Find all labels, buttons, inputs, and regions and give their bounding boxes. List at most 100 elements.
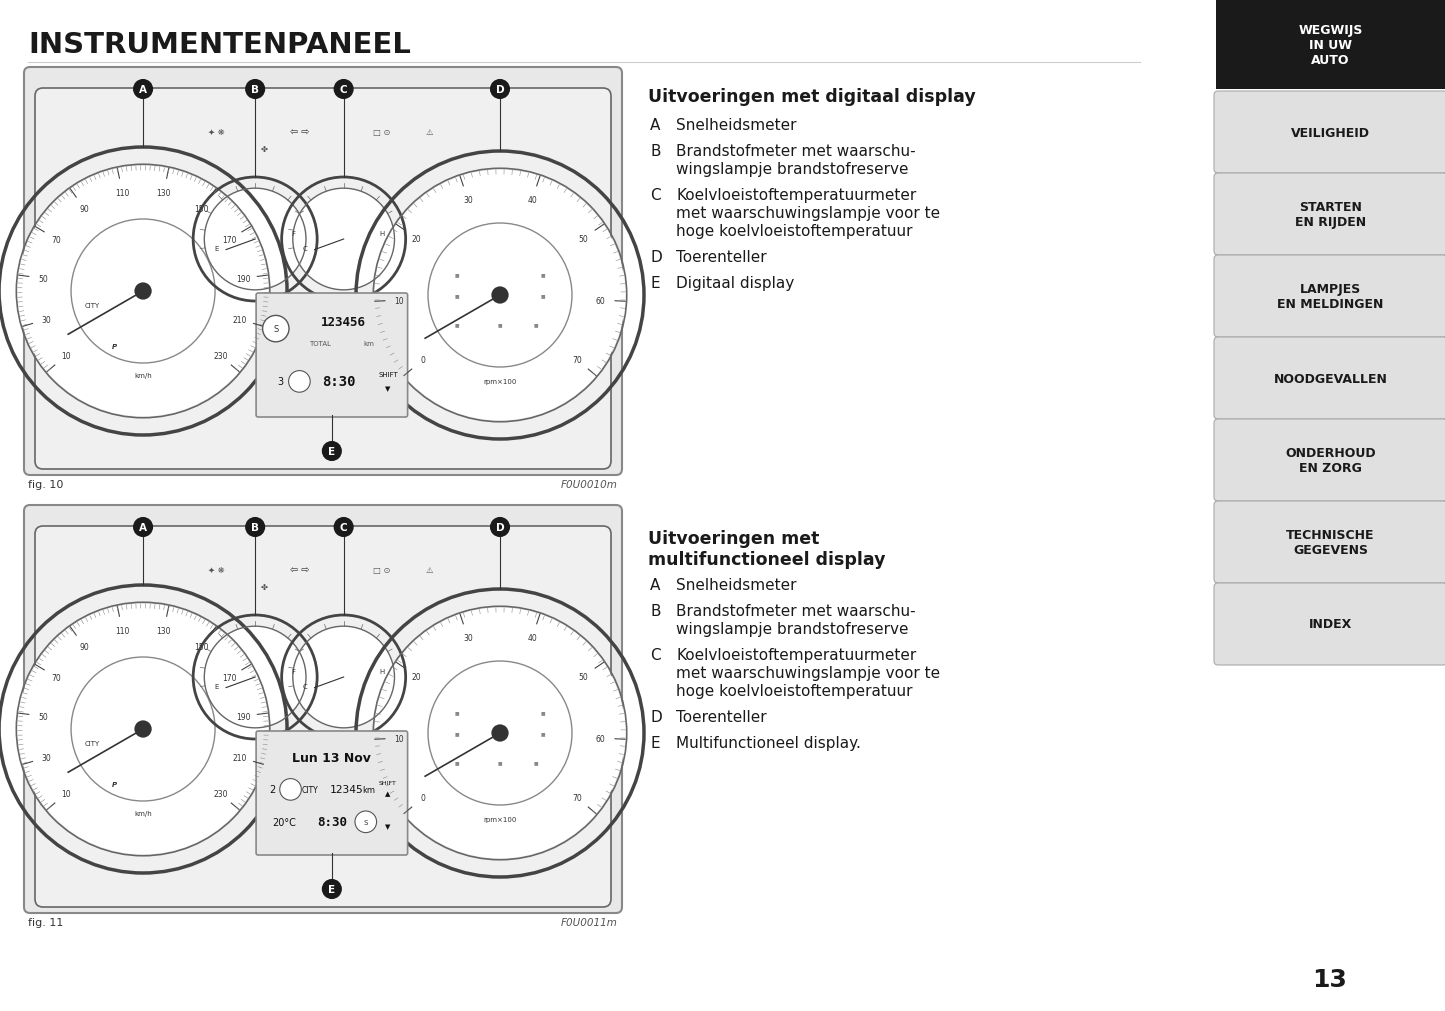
Text: Toerenteller: Toerenteller <box>676 710 767 724</box>
Text: ■: ■ <box>455 293 460 298</box>
Text: ■: ■ <box>540 293 546 298</box>
Text: ⇦ ⇨: ⇦ ⇨ <box>289 564 309 574</box>
Text: 70: 70 <box>52 673 62 682</box>
Circle shape <box>289 371 311 393</box>
Text: 20°C: 20°C <box>273 817 296 827</box>
Text: STARTEN: STARTEN <box>1299 201 1363 213</box>
Text: P: P <box>111 780 117 787</box>
Text: TECHNISCHE: TECHNISCHE <box>1286 529 1374 542</box>
Text: GEGEVENS: GEGEVENS <box>1293 544 1368 556</box>
Text: 20: 20 <box>412 235 422 244</box>
Circle shape <box>205 190 305 290</box>
Text: CITY: CITY <box>85 741 100 747</box>
Circle shape <box>322 881 341 898</box>
Text: met waarschuwingslampje voor te: met waarschuwingslampje voor te <box>676 665 941 680</box>
Text: □ ⊙: □ ⊙ <box>373 127 390 136</box>
Text: C: C <box>303 246 308 252</box>
Text: 90: 90 <box>79 205 90 214</box>
Circle shape <box>134 283 152 300</box>
Circle shape <box>134 519 152 537</box>
Text: 210: 210 <box>233 753 247 762</box>
Text: TOTAL: TOTAL <box>309 341 331 347</box>
Circle shape <box>246 81 264 99</box>
Text: IN UW: IN UW <box>1309 38 1353 52</box>
Text: VEILIGHEID: VEILIGHEID <box>1290 126 1370 140</box>
Text: 150: 150 <box>194 643 208 652</box>
Text: km/h: km/h <box>134 372 152 378</box>
FancyBboxPatch shape <box>1214 256 1445 338</box>
FancyBboxPatch shape <box>35 527 611 907</box>
Text: 20: 20 <box>412 672 422 681</box>
Text: 60: 60 <box>595 296 605 305</box>
Text: ✦ ❋: ✦ ❋ <box>208 565 225 574</box>
Circle shape <box>134 721 152 738</box>
Text: P: P <box>111 344 117 350</box>
Text: 10: 10 <box>394 734 405 743</box>
Circle shape <box>134 81 152 99</box>
Text: rpm×100: rpm×100 <box>483 379 517 385</box>
Text: F: F <box>292 231 296 237</box>
Circle shape <box>293 627 394 728</box>
Text: C: C <box>650 188 660 203</box>
Text: ■: ■ <box>455 731 460 736</box>
Text: 230: 230 <box>212 352 227 361</box>
FancyBboxPatch shape <box>1214 420 1445 501</box>
Text: A: A <box>139 85 147 95</box>
Text: LAMPJES: LAMPJES <box>1300 283 1361 295</box>
Text: E: E <box>650 735 659 750</box>
Text: S: S <box>273 325 279 334</box>
Text: 30: 30 <box>42 315 51 325</box>
Text: B: B <box>650 144 660 159</box>
Text: A: A <box>650 577 660 592</box>
Text: AUTO: AUTO <box>1311 54 1350 67</box>
Circle shape <box>322 443 341 461</box>
Text: S: S <box>364 819 368 825</box>
Text: ■: ■ <box>540 272 546 277</box>
Text: 123456: 123456 <box>321 315 366 329</box>
FancyBboxPatch shape <box>1214 583 1445 665</box>
Text: ■: ■ <box>455 759 460 764</box>
Text: D: D <box>496 85 504 95</box>
Text: ⚠: ⚠ <box>425 565 434 574</box>
Circle shape <box>246 519 264 537</box>
Text: ✤: ✤ <box>260 146 267 155</box>
Circle shape <box>491 725 509 742</box>
FancyBboxPatch shape <box>35 89 611 469</box>
Text: 10: 10 <box>394 296 405 305</box>
Text: 2: 2 <box>270 785 276 795</box>
Text: 70: 70 <box>572 356 582 365</box>
Text: 8:30: 8:30 <box>316 816 347 828</box>
FancyBboxPatch shape <box>1214 174 1445 256</box>
Text: Koelvloeistoftemperatuurmeter: Koelvloeistoftemperatuurmeter <box>676 647 916 662</box>
Text: ⚠: ⚠ <box>425 127 434 136</box>
Text: EN ZORG: EN ZORG <box>1299 462 1363 474</box>
Text: H: H <box>380 231 384 237</box>
Circle shape <box>491 287 509 304</box>
Text: 110: 110 <box>116 189 130 197</box>
Text: 50: 50 <box>38 274 48 283</box>
Text: Snelheidsmeter: Snelheidsmeter <box>676 118 796 132</box>
Text: 190: 190 <box>236 712 250 721</box>
Circle shape <box>17 167 269 417</box>
Text: ✤: ✤ <box>260 583 267 591</box>
Circle shape <box>205 627 305 728</box>
Text: 170: 170 <box>223 236 237 245</box>
Text: H: H <box>380 668 384 674</box>
Text: D: D <box>650 250 662 265</box>
Text: ■: ■ <box>455 321 460 327</box>
FancyBboxPatch shape <box>1214 338 1445 420</box>
Text: A: A <box>139 523 147 533</box>
Text: CITY: CITY <box>85 303 100 309</box>
Text: ■: ■ <box>497 759 503 764</box>
Text: 40: 40 <box>527 196 538 205</box>
Text: □ ⊙: □ ⊙ <box>373 565 390 574</box>
Text: ■: ■ <box>455 709 460 714</box>
Text: B: B <box>251 523 259 533</box>
Text: ▲: ▲ <box>386 791 390 797</box>
Text: C: C <box>303 683 308 690</box>
Text: met waarschuwingslampje voor te: met waarschuwingslampje voor te <box>676 206 941 220</box>
Text: hoge koelvloeistoftemperatuur: hoge koelvloeistoftemperatuur <box>676 223 912 239</box>
Text: 90: 90 <box>79 643 90 652</box>
Text: 10: 10 <box>61 790 71 799</box>
Text: Toerenteller: Toerenteller <box>676 250 767 265</box>
